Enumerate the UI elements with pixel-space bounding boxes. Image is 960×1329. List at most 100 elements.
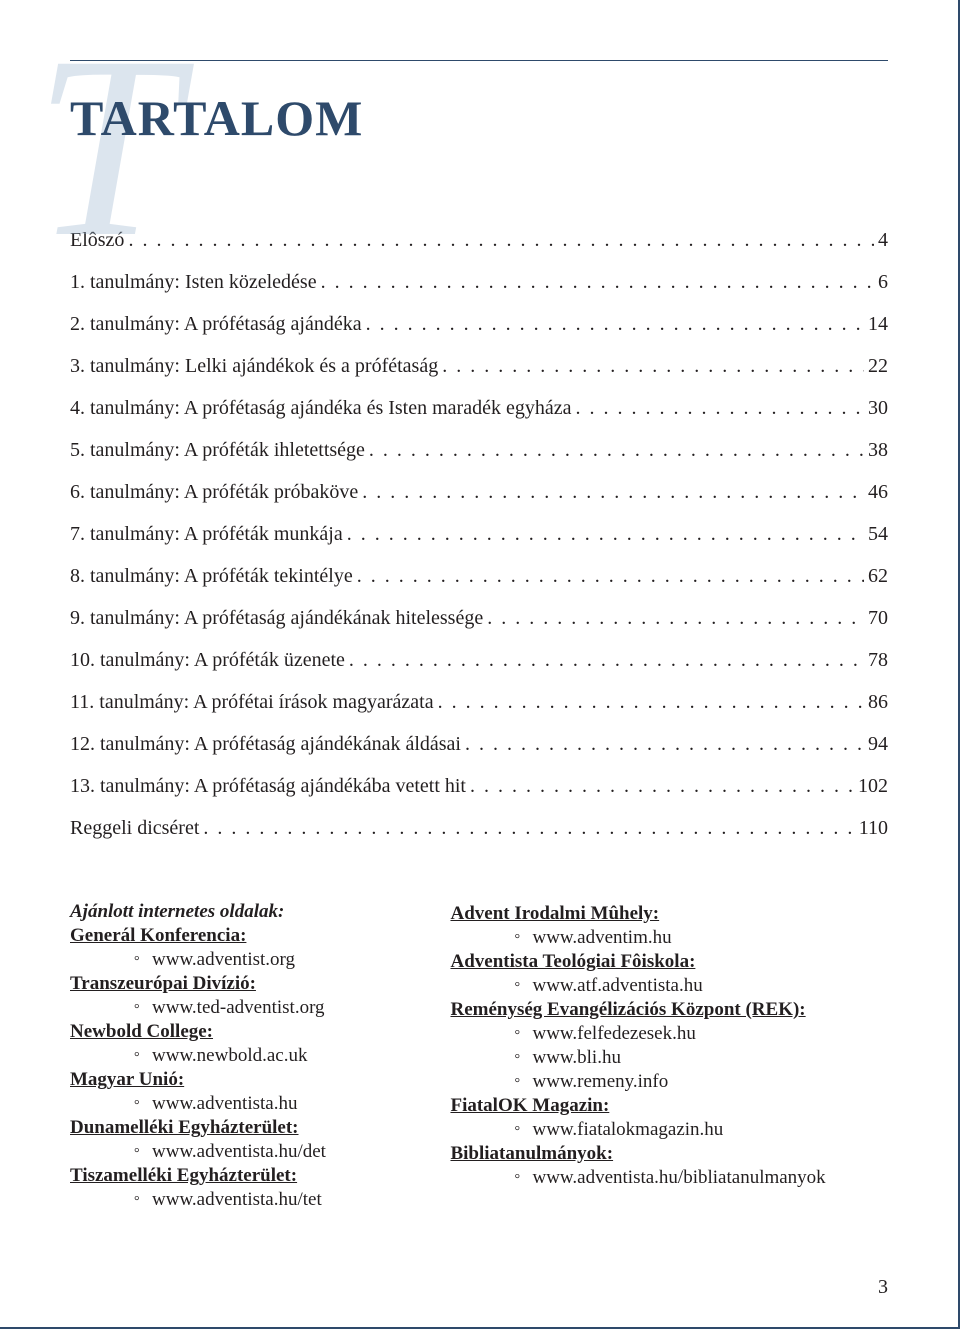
toc-page-number: 38 [868,437,888,463]
toc-row: Elôszó4 [70,227,888,253]
link-url[interactable]: www.adventista.hu/tet [152,1189,322,1211]
toc-label: 2. tanulmány: A prófétaság ajándéka [70,311,362,337]
toc-row: 11. tanulmány: A prófétai írások magyará… [70,689,888,715]
links-column-right: Advent Irodalmi Mûhely:°www.adventim.huA… [450,901,888,1211]
toc-label: 8. tanulmány: A próféták tekintélye [70,563,353,589]
link-url[interactable]: www.adventist.org [152,949,295,971]
toc-page-number: 70 [868,605,888,631]
bullet-icon: ° [134,955,152,969]
page: T TARTALOM Elôszó4 1. tanulmány: Isten kö… [0,0,960,1329]
page-number: 3 [878,1276,888,1299]
link-org: Magyar Unió: [70,1069,450,1091]
toc-page-number: 4 [878,227,888,253]
link-org: Transzeurópai Divízió: [70,973,450,995]
toc-leader-dots [128,227,874,253]
toc-page-number: 94 [868,731,888,757]
toc-leader-dots [357,563,864,589]
link-url-row: °www.bli.hu [514,1047,888,1069]
bullet-icon: ° [514,1053,532,1067]
toc-row: 8. tanulmány: A próféták tekintélye 62 [70,563,888,589]
link-url[interactable]: www.adventista.hu/bibliatanulmanyok [532,1167,825,1189]
link-url-row: °www.adventim.hu [514,927,888,949]
link-org: FiatalOK Magazin: [450,1095,888,1117]
toc-label: 12. tanulmány: A prófétaság ajándékának … [70,731,461,757]
toc-row: 7. tanulmány: A próféták munkája54 [70,521,888,547]
bullet-icon: ° [514,1125,532,1139]
toc-row: 6. tanulmány: A próféták próbaköve 46 [70,479,888,505]
toc-row: 9. tanulmány: A prófétaság ajándékának h… [70,605,888,631]
toc-page-number: 62 [868,563,888,589]
link-org: Generál Konferencia: [70,925,450,947]
link-url-row: °www.felfedezesek.hu [514,1023,888,1045]
bullet-icon: ° [134,1051,152,1065]
links-heading: Ajánlott internetes oldalak: [70,901,450,923]
bullet-icon: ° [134,1099,152,1113]
link-org: Bibliatanulmányok: [450,1143,888,1165]
page-title: TARTALOM [70,89,888,147]
toc-leader-dots [470,773,854,799]
toc-leader-dots [349,647,864,673]
toc-row: 3. tanulmány: Lelki ajándékok és a prófé… [70,353,888,379]
toc-leader-dots [465,731,864,757]
toc-row: 1. tanulmány: Isten közeledése6 [70,269,888,295]
bullet-icon: ° [514,933,532,947]
bullet-icon: ° [514,981,532,995]
toc-row: 12. tanulmány: A prófétaság ajándékának … [70,731,888,757]
link-url[interactable]: www.adventista.hu/det [152,1141,326,1163]
toc-leader-dots [203,815,854,841]
toc-page-number: 78 [868,647,888,673]
bullet-icon: ° [134,1003,152,1017]
toc-row: Reggeli dicséret 110 [70,815,888,841]
link-url[interactable]: www.atf.adventista.hu [532,975,702,997]
link-url[interactable]: www.newbold.ac.uk [152,1045,307,1067]
toc-leader-dots [362,479,864,505]
title-block: T TARTALOM [70,89,888,209]
toc-label: Reggeli dicséret [70,815,199,841]
toc-page-number: 14 [868,311,888,337]
link-url-row: °www.adventista.hu/det [134,1141,450,1163]
link-url-row: °www.adventista.hu/bibliatanulmanyok [514,1167,888,1189]
links-column-left: Ajánlott internetes oldalak: Generál Kon… [70,901,450,1211]
toc-label: 7. tanulmány: A próféták munkája [70,521,343,547]
link-url[interactable]: www.ted-adventist.org [152,997,325,1019]
toc-leader-dots [369,437,864,463]
bullet-icon: ° [134,1195,152,1209]
link-org: Advent Irodalmi Mûhely: [450,903,888,925]
bullet-icon: ° [514,1173,532,1187]
toc-leader-dots [347,521,864,547]
link-url[interactable]: www.felfedezesek.hu [532,1023,695,1045]
toc-page-number: 46 [868,479,888,505]
toc-page-number: 30 [868,395,888,421]
toc-row: 13. tanulmány: A prófétaság ajándékába v… [70,773,888,799]
bullet-icon: ° [514,1029,532,1043]
link-org: Reménység Evangélizációs Központ (REK): [450,999,888,1021]
table-of-contents: Elôszó4 1. tanulmány: Isten közeledése6 2.… [70,227,888,841]
link-url[interactable]: www.remeny.info [532,1071,668,1093]
toc-leader-dots [366,311,864,337]
toc-row: 4. tanulmány: A prófétaság ajándéka és I… [70,395,888,421]
toc-leader-dots [442,353,864,379]
top-rule [70,60,888,61]
link-url[interactable]: www.bli.hu [532,1047,621,1069]
links-section: Ajánlott internetes oldalak: Generál Kon… [70,901,888,1211]
link-url[interactable]: www.adventim.hu [532,927,671,949]
toc-leader-dots [321,269,874,295]
link-url-row: °www.newbold.ac.uk [134,1045,450,1067]
toc-page-number: 22 [868,353,888,379]
toc-page-number: 110 [859,815,888,841]
toc-label: 5. tanulmány: A próféták ihletettsége [70,437,365,463]
link-url-row: °www.remeny.info [514,1071,888,1093]
link-url[interactable]: www.fiatalokmagazin.hu [532,1119,723,1141]
toc-label: 13. tanulmány: A prófétaság ajándékába v… [70,773,466,799]
toc-label: 10. tanulmány: A próféták üzenete [70,647,345,673]
link-org: Adventista Teológiai Fôiskola: [450,951,888,973]
toc-leader-dots [575,395,864,421]
bullet-icon: ° [514,1077,532,1091]
link-url[interactable]: www.adventista.hu [152,1093,297,1115]
toc-label: 11. tanulmány: A prófétai írások magyará… [70,689,434,715]
toc-label: 4. tanulmány: A prófétaság ajándéka és I… [70,395,571,421]
link-org: Newbold College: [70,1021,450,1043]
toc-label: 1. tanulmány: Isten közeledése [70,269,317,295]
toc-row: 5. tanulmány: A próféták ihletettsége 38 [70,437,888,463]
toc-label: 6. tanulmány: A próféták próbaköve [70,479,358,505]
